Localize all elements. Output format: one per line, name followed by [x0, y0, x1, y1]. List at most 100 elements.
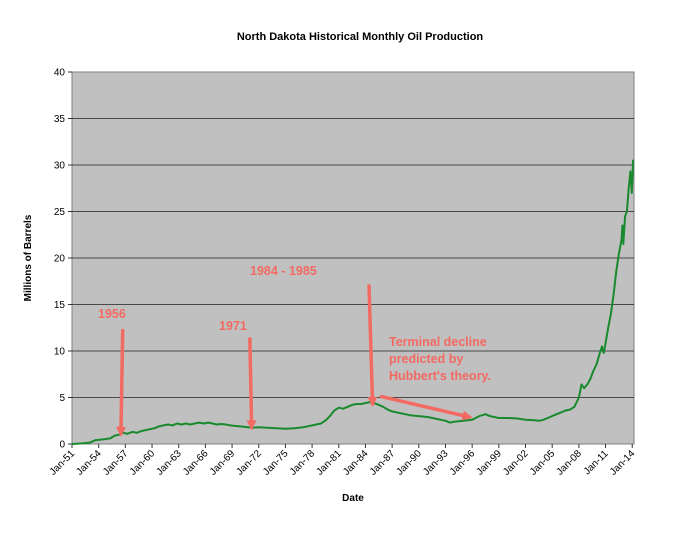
data-point — [80, 442, 82, 445]
data-point — [266, 426, 269, 429]
x-tick-label: Jan-99 — [475, 448, 505, 478]
data-point — [551, 415, 554, 417]
data-point — [189, 423, 192, 426]
data-point — [538, 419, 540, 422]
data-point — [329, 415, 331, 417]
data-point — [302, 426, 305, 429]
annotation-arrow — [379, 394, 473, 421]
x-tick-label: Jan-78 — [288, 448, 318, 478]
data-point — [202, 422, 205, 425]
chart-title: North Dakota Historical Monthly Oil Prod… — [237, 31, 484, 43]
annotation-1971-line: 1971 — [219, 319, 247, 333]
y-tick-label: 25 — [54, 207, 66, 218]
data-point — [257, 426, 260, 429]
data-point — [578, 396, 580, 399]
data-point — [102, 438, 104, 441]
data-point — [615, 271, 618, 273]
y-axis-label: Millions of Barrels — [23, 214, 34, 301]
annotation-1971: 1971 — [219, 319, 247, 333]
data-point — [382, 405, 385, 408]
data-point — [167, 423, 169, 426]
annotation-1956-line: 1956 — [98, 307, 126, 321]
y-tick-label: 10 — [54, 347, 66, 358]
data-point — [293, 427, 296, 430]
data-point — [242, 425, 245, 428]
data-point — [94, 439, 96, 442]
gridlines — [72, 118, 634, 398]
annotation-1984-1985-line: 1984 - 1985 — [250, 264, 317, 278]
annotation-arrow — [367, 284, 378, 408]
data-point — [621, 224, 624, 227]
x-tick-label: Jan-63 — [154, 448, 184, 478]
data-point — [400, 412, 402, 415]
x-tick-label: Jan-60 — [128, 448, 158, 478]
data-point — [489, 415, 491, 417]
data-point — [126, 432, 128, 435]
data-point — [364, 402, 367, 404]
x-tick-label: Jan-57 — [101, 448, 131, 478]
data-point — [602, 352, 605, 354]
x-tick-label: Jan-51 — [48, 448, 78, 478]
y-axis-ticks: 0 5 10 15 20 25 30 35 40 — [54, 68, 72, 451]
data-point — [435, 418, 438, 420]
annotation-1984-1985: 1984 - 1985 — [250, 264, 317, 278]
data-point — [88, 441, 91, 444]
data-point — [444, 419, 447, 422]
data-point — [193, 422, 196, 425]
y-tick-label: 0 — [59, 440, 65, 451]
data-point — [342, 407, 345, 410]
data-point — [622, 243, 625, 246]
data-point — [71, 443, 73, 445]
data-point — [569, 408, 571, 411]
data-point — [180, 423, 183, 426]
data-point — [626, 210, 628, 213]
data-point — [184, 422, 187, 425]
x-tick-label: Jan-14 — [608, 448, 638, 478]
data-point — [158, 425, 161, 428]
x-tick-label: Jan-66 — [181, 448, 211, 478]
data-point — [136, 431, 138, 434]
data-point — [140, 430, 143, 432]
annotation-arrow — [116, 328, 127, 437]
x-tick-label: Jan-69 — [208, 448, 238, 478]
data-point — [216, 423, 218, 426]
x-tick-label: Jan-05 — [528, 448, 558, 478]
data-point — [618, 252, 620, 255]
data-point — [542, 418, 545, 421]
data-point — [171, 424, 174, 427]
x-tick-label: Jan-54 — [74, 448, 104, 478]
x-tick-label: Jan-02 — [501, 448, 531, 478]
data-point — [478, 415, 481, 417]
y-tick-label: 20 — [54, 254, 66, 265]
data-point — [247, 426, 250, 429]
x-axis-label: Date — [342, 493, 364, 504]
x-tick-label: Jan-11 — [582, 448, 611, 477]
annotation-terminal-decline-line-1: Terminal decline — [389, 335, 487, 349]
data-point — [377, 404, 380, 406]
data-point — [325, 418, 328, 421]
x-tick-label: Jan-93 — [421, 448, 451, 478]
data-point — [153, 427, 156, 430]
data-point — [122, 431, 125, 434]
data-point — [337, 406, 340, 409]
data-point — [211, 422, 214, 425]
data-point — [238, 425, 241, 428]
data-point — [533, 419, 536, 422]
data-point — [311, 424, 313, 427]
data-point — [546, 417, 549, 419]
x-tick-label: Jan-87 — [368, 448, 398, 478]
x-tick-label: Jan-72 — [234, 448, 264, 478]
data-point — [586, 382, 589, 385]
x-tick-label: Jan-75 — [261, 448, 291, 478]
annotation-terminal-decline: Terminal decline predicted by Hubbert's … — [389, 335, 491, 383]
x-tick-label: Jan-96 — [448, 448, 478, 478]
data-point — [573, 405, 576, 408]
data-point — [284, 427, 287, 430]
data-point — [589, 378, 592, 380]
data-point — [630, 192, 633, 194]
data-point — [233, 425, 236, 427]
data-point — [624, 215, 626, 218]
y-tick-label: 40 — [54, 68, 66, 79]
x-tick-label: Jan-08 — [555, 448, 585, 478]
data-point — [386, 408, 389, 411]
